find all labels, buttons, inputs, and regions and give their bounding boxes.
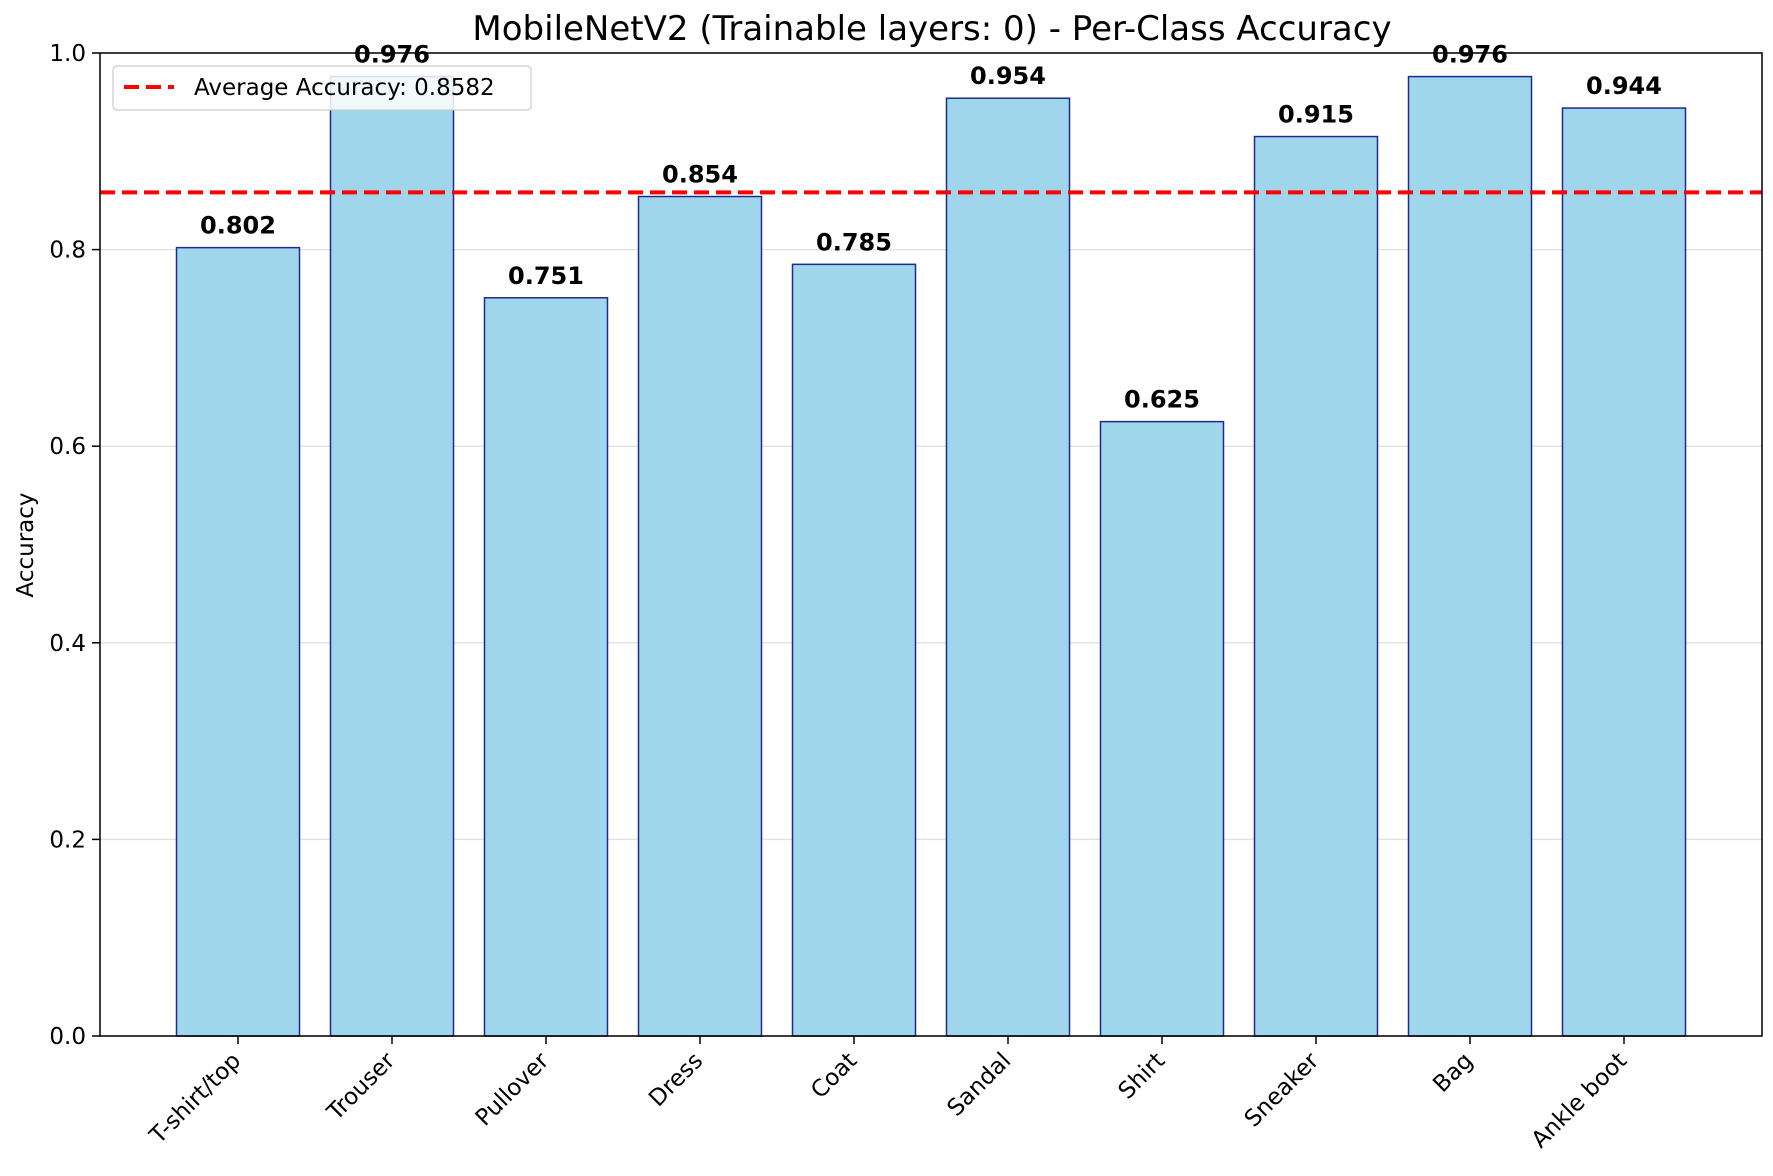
bar (483, 297, 609, 1037)
legend-box (112, 65, 532, 111)
bar-value-label: 0.976 (1432, 41, 1508, 69)
bar (1561, 107, 1687, 1037)
x-tick-label: Coat (806, 1048, 862, 1104)
legend-label: Average Accuracy: 0.8582 (194, 75, 495, 101)
bar (329, 75, 455, 1037)
x-tick-label: Ankle boot (1527, 1048, 1633, 1154)
bar-value-label: 0.976 (354, 41, 430, 69)
bar-value-label: 0.915 (1278, 101, 1354, 129)
x-tick-label: Bag (1428, 1048, 1478, 1098)
x-tick-label: Sandal (942, 1048, 1016, 1122)
bar-value-label: 0.854 (662, 161, 738, 189)
bar-value-label: 0.944 (1586, 72, 1662, 100)
x-axis-ticks: T-shirt/top Trouser Pullover Dress Coat Sanda… (144, 1036, 1632, 1153)
x-tick-label: Sneaker (1240, 1047, 1325, 1132)
bar-value-label: 0.802 (200, 212, 276, 240)
x-tick-label: Pullover (471, 1047, 555, 1131)
bar (1099, 420, 1225, 1037)
bar (791, 263, 917, 1037)
x-tick-label: Dress (644, 1048, 708, 1112)
bar (1407, 75, 1533, 1037)
legend: Average Accuracy: 0.8582 (112, 65, 532, 111)
y-tick-label: 0.8 (49, 238, 86, 264)
y-tick-label: 0.6 (49, 434, 86, 460)
y-tick-label: 0.2 (49, 827, 86, 853)
bars (175, 75, 1687, 1037)
bar (175, 246, 301, 1037)
bar-value-label: 0.751 (508, 262, 584, 290)
y-tick-label: 0.0 (49, 1024, 86, 1050)
x-tick-label: Shirt (1114, 1048, 1171, 1105)
bar (945, 97, 1071, 1037)
y-axis-label: Accuracy (13, 492, 39, 597)
y-tick-label: 1.0 (49, 41, 86, 67)
bar (637, 195, 763, 1037)
chart-title: MobileNetV2 (Trainable layers: 0) - Per-… (472, 9, 1391, 49)
bar (1253, 135, 1379, 1037)
plot-frame (99, 52, 1763, 1037)
y-tick-label: 0.4 (49, 631, 86, 657)
x-tick-label: T-shirt/top (144, 1048, 246, 1150)
bar-value-labels: 0.802 0.976 0.751 0.854 0.785 0.954 0.625 0.915… (200, 41, 1662, 414)
bar-value-label: 0.625 (1124, 386, 1200, 414)
bar-value-label: 0.954 (970, 62, 1046, 90)
bar-value-label: 0.785 (816, 228, 892, 256)
y-axis-ticks: 0.0 0.2 0.4 0.6 0.8 1.0 (49, 41, 100, 1050)
x-tick-label: Trouser (322, 1047, 401, 1126)
